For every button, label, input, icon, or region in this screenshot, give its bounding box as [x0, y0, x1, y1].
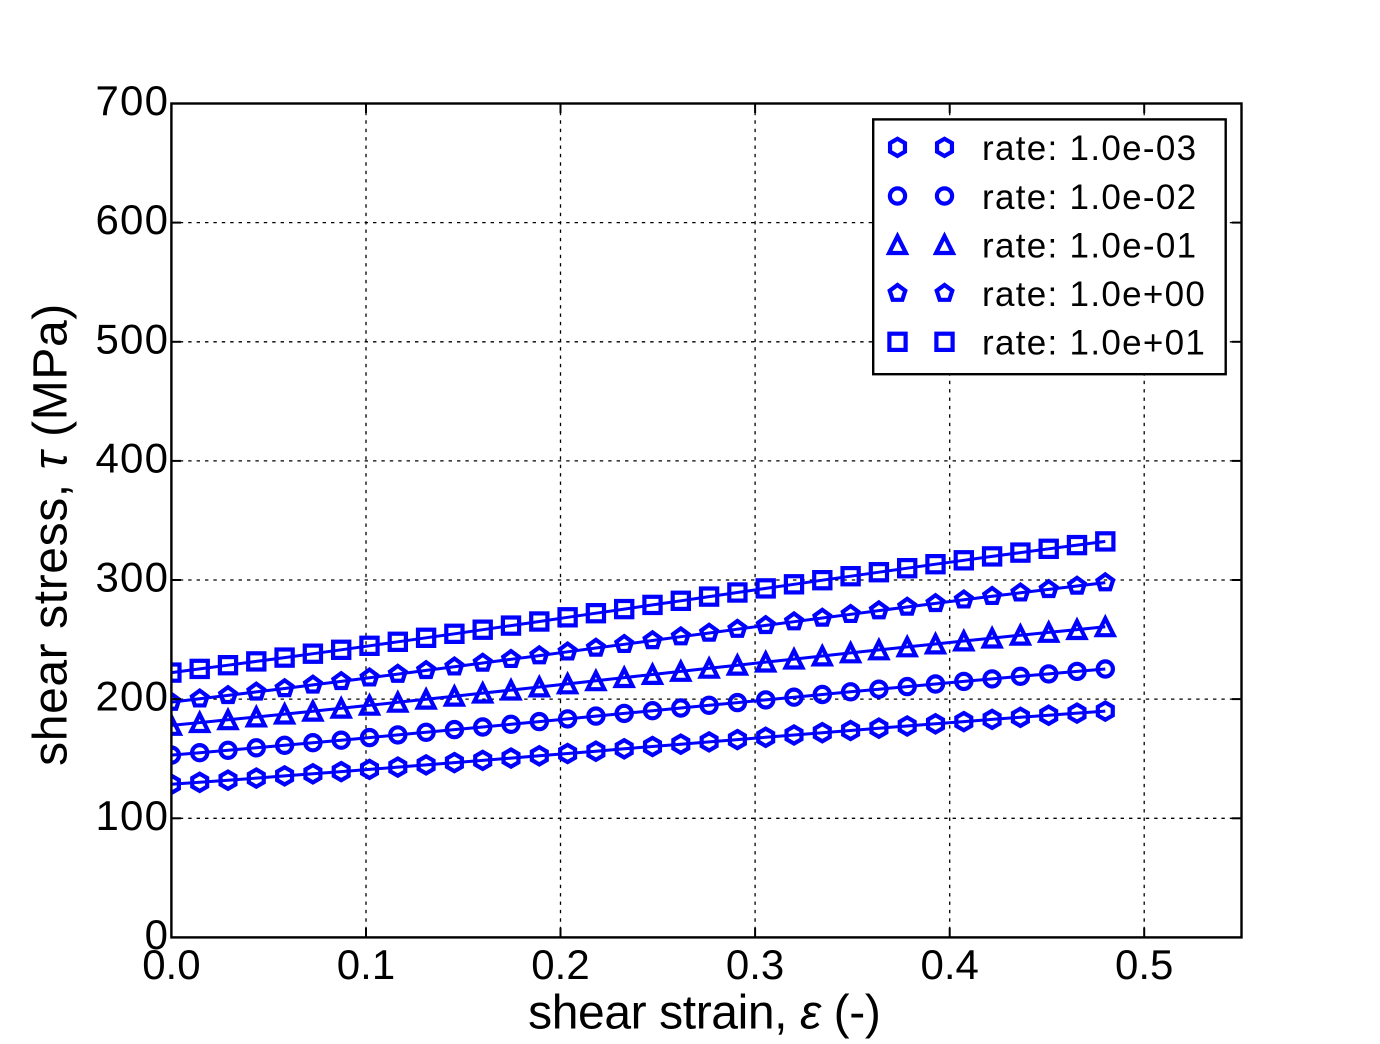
svg-text:rate: 1.0e+01: rate: 1.0e+01: [982, 324, 1206, 363]
svg-text:shear strain, ε (-): shear strain, ε (-): [528, 986, 880, 1039]
svg-text:200: 200: [96, 673, 170, 720]
svg-text:0.4: 0.4: [921, 941, 979, 988]
svg-text:400: 400: [96, 435, 170, 482]
svg-text:600: 600: [96, 196, 170, 243]
svg-text:100: 100: [96, 792, 170, 839]
svg-text:0: 0: [145, 911, 170, 958]
svg-text:0.3: 0.3: [726, 941, 784, 988]
svg-text:0.2: 0.2: [531, 941, 589, 988]
svg-text:500: 500: [96, 315, 170, 362]
svg-text:0.0: 0.0: [142, 941, 200, 988]
svg-text:0.5: 0.5: [1115, 941, 1173, 988]
svg-text:700: 700: [96, 77, 170, 124]
svg-text:300: 300: [96, 554, 170, 601]
svg-text:rate: 1.0e+00: rate: 1.0e+00: [982, 275, 1206, 314]
svg-text:shear stress, τ (MPa): shear stress, τ (MPa): [25, 303, 78, 766]
svg-text:0.1: 0.1: [337, 941, 395, 988]
svg-text:rate: 1.0e-03: rate: 1.0e-03: [982, 129, 1197, 168]
svg-text:rate: 1.0e-01: rate: 1.0e-01: [982, 226, 1197, 265]
svg-text:rate: 1.0e-02: rate: 1.0e-02: [982, 178, 1197, 217]
